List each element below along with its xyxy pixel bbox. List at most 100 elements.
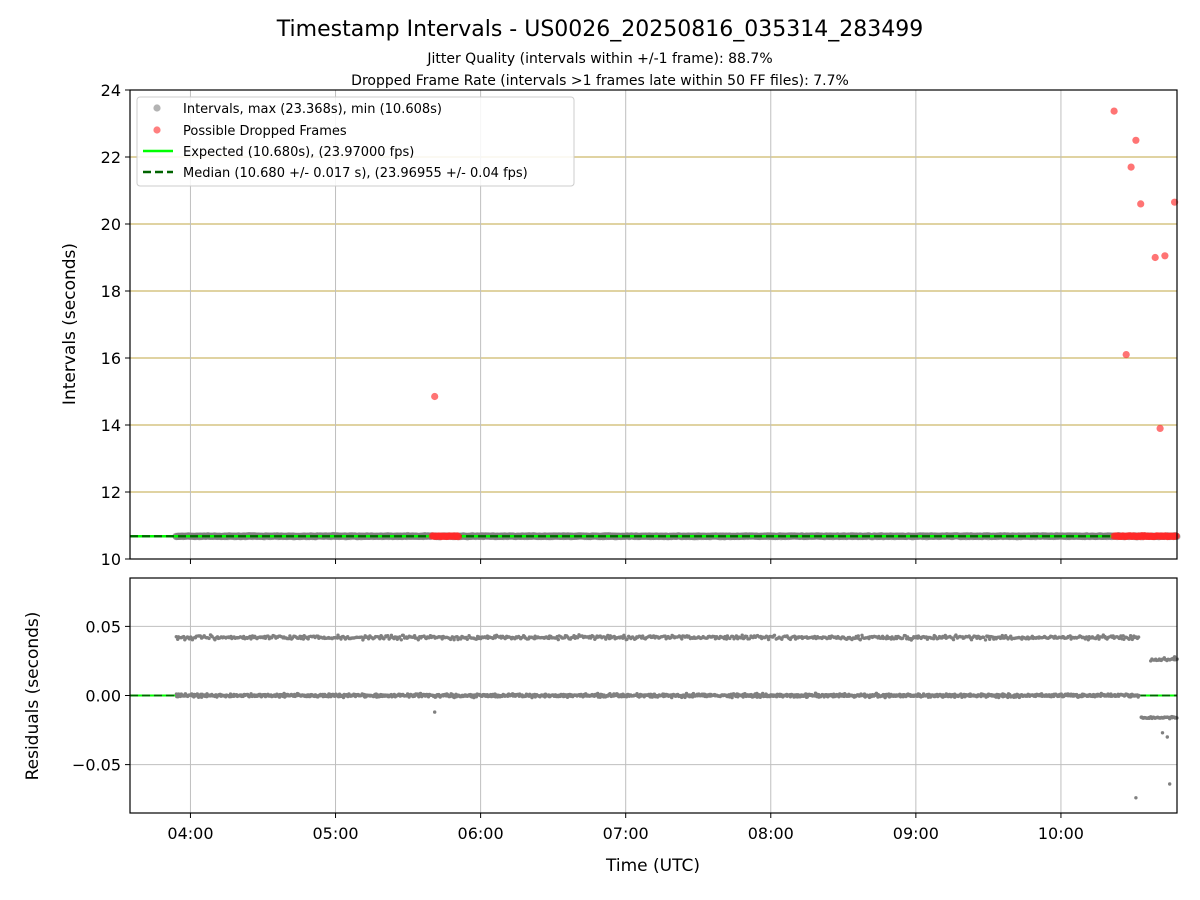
intervals-y-tick-label: 10 bbox=[101, 550, 121, 569]
legend-intervals-marker bbox=[153, 104, 161, 112]
residual-point bbox=[359, 635, 364, 639]
x-tick-label: 10:00 bbox=[1038, 824, 1084, 843]
dropped-frame-point bbox=[1171, 198, 1179, 206]
legend-intervals-label: Intervals, max (23.368s), min (10.608s) bbox=[183, 102, 442, 117]
residual-point bbox=[416, 638, 420, 642]
residual-point bbox=[207, 636, 211, 641]
residual-point bbox=[398, 635, 402, 639]
residual-point bbox=[288, 634, 292, 638]
figure-title: Timestamp Intervals - US0026_20250816_03… bbox=[276, 17, 923, 42]
residual-point bbox=[556, 637, 560, 642]
residual-point bbox=[1172, 655, 1177, 659]
intervals-y-ticks: 10 12 14 16 18 20 22 24 bbox=[101, 81, 130, 569]
residual-point bbox=[433, 710, 437, 714]
x-tick-label: 07:00 bbox=[603, 824, 649, 843]
x-tick-label: 08:00 bbox=[748, 824, 794, 843]
intervals-y-tick-label: 14 bbox=[101, 416, 121, 435]
legend-dropped-label: Possible Dropped Frames bbox=[183, 124, 347, 139]
residual-point bbox=[856, 634, 860, 638]
residual-point bbox=[591, 634, 595, 639]
intervals-frame bbox=[129, 89, 1178, 560]
residual-point bbox=[266, 634, 270, 638]
residual-point bbox=[401, 633, 405, 637]
residuals-y-axis-label: Residuals (seconds) bbox=[23, 612, 43, 781]
residual-point bbox=[249, 637, 253, 641]
residuals-y-tick-label: −0.05 bbox=[72, 756, 121, 775]
residual-point bbox=[1137, 693, 1141, 698]
residual-point bbox=[1168, 782, 1172, 786]
legend: Intervals, max (23.368s), min (10.608s) … bbox=[136, 96, 575, 187]
residual-point bbox=[981, 635, 986, 639]
dropped-frame-point bbox=[1161, 252, 1169, 260]
intervals-y-tick-label: 20 bbox=[101, 215, 121, 234]
residual-point bbox=[287, 636, 291, 641]
residual-point bbox=[336, 633, 340, 637]
residual-point bbox=[988, 637, 992, 641]
legend-dropped-marker bbox=[153, 126, 161, 134]
residual-point bbox=[606, 633, 610, 638]
intervals-y-tick-label: 16 bbox=[101, 349, 121, 368]
residual-point bbox=[382, 637, 386, 641]
dropped-frame-point bbox=[1151, 253, 1159, 262]
residuals-y-tick-label: 0.05 bbox=[85, 617, 121, 636]
figure-subtitle-jitter: Jitter Quality (intervals within +/-1 fr… bbox=[426, 51, 772, 67]
residual-point bbox=[1134, 796, 1138, 800]
residual-point bbox=[1160, 731, 1165, 735]
residual-point bbox=[452, 638, 456, 642]
intervals-y-tick-label: 12 bbox=[101, 483, 121, 502]
intervals-panel: 10 12 14 16 18 20 22 24 Intervals (seconds) Int… bbox=[60, 81, 1181, 569]
figure-subtitle-dropped: Dropped Frame Rate (intervals >1 frames … bbox=[351, 73, 849, 89]
residual-point bbox=[1136, 635, 1141, 639]
legend-expected-label: Expected (10.680s), (23.97000 fps) bbox=[183, 145, 414, 160]
residual-point bbox=[747, 637, 752, 641]
residual-point bbox=[301, 637, 306, 641]
residual-point bbox=[683, 695, 687, 700]
legend-median-label: Median (10.680 +/- 0.017 s), (23.96955 +… bbox=[183, 166, 528, 181]
dropped-frame-point bbox=[1172, 532, 1180, 540]
residual-point bbox=[740, 633, 744, 637]
residual-point bbox=[378, 637, 382, 641]
x-tick-label: 05:00 bbox=[312, 824, 358, 843]
residual-point bbox=[670, 695, 674, 700]
residual-point bbox=[951, 637, 956, 642]
residuals-y-ticks: 0.05 0.00 −0.05 bbox=[72, 617, 130, 775]
residual-point bbox=[625, 637, 629, 641]
residual-point bbox=[1165, 735, 1170, 739]
dropped-frame-point bbox=[1127, 163, 1135, 171]
residual-point bbox=[901, 636, 905, 640]
dropped-frame-point bbox=[454, 533, 462, 541]
residual-point bbox=[766, 637, 771, 642]
residual-point bbox=[399, 638, 403, 642]
residual-point bbox=[730, 695, 734, 700]
residuals-panel: 0.050.00−0.05 04:00 05:00 06:00 07:00 08:00 0… bbox=[23, 577, 1179, 876]
intervals-x-ticks bbox=[189, 559, 1062, 564]
dropped-frame-point bbox=[431, 392, 439, 401]
intervals-y-tick-label: 24 bbox=[101, 81, 121, 100]
x-tick-label: 09:00 bbox=[893, 824, 939, 843]
residual-point bbox=[1009, 634, 1013, 638]
intervals-y-tick-label: 22 bbox=[101, 148, 121, 167]
residual-point bbox=[465, 637, 469, 641]
x-tick-label: 04:00 bbox=[167, 824, 213, 843]
dropped-frame-points bbox=[428, 107, 1180, 541]
intervals-y-tick-label: 18 bbox=[101, 282, 121, 301]
residual-point bbox=[954, 633, 958, 637]
residuals-points bbox=[174, 633, 1179, 800]
legend-box bbox=[136, 96, 575, 187]
dropped-frame-point bbox=[1132, 136, 1140, 144]
dropped-frame-point bbox=[1137, 200, 1145, 208]
dropped-frame-point bbox=[1156, 424, 1164, 432]
residual-point bbox=[1130, 637, 1135, 642]
residuals-x-ticks: 04:00 05:00 06:00 07:00 08:00 09:00 10:00 bbox=[167, 813, 1084, 843]
x-tick-label: 06:00 bbox=[458, 824, 504, 843]
residual-point bbox=[772, 633, 777, 637]
residual-point bbox=[858, 638, 862, 642]
residual-point bbox=[1084, 635, 1089, 639]
intervals-y-axis-label: Intervals (seconds) bbox=[60, 243, 80, 405]
residual-point bbox=[448, 637, 453, 642]
residual-point bbox=[388, 636, 392, 640]
residual-point bbox=[983, 638, 988, 642]
dropped-frame-point bbox=[1110, 107, 1118, 115]
dropped-frame-point bbox=[1122, 351, 1130, 359]
